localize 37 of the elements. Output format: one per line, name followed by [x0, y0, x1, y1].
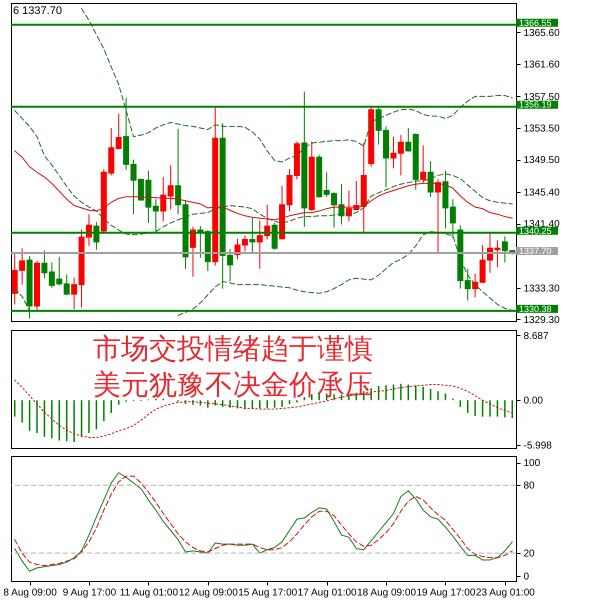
candlestick — [428, 160, 434, 198]
y-tick-label: 1333.30 — [524, 283, 560, 294]
y-tick-label: 1349.50 — [524, 155, 560, 166]
y-tick-label: 0 — [524, 571, 530, 582]
y-tick-label: 1353.50 — [524, 123, 560, 134]
line-series — [14, 150, 513, 220]
line-series — [14, 110, 513, 236]
x-tick-label: 9 Aug 17:00 — [62, 588, 117, 598]
x-tick-label: 12 Aug 09:00 — [178, 588, 238, 598]
y-tick-label: 0.00 — [524, 396, 544, 407]
candlestick — [435, 178, 442, 254]
y-tick-label: 80 — [524, 480, 536, 492]
annotation: 美元犹豫不决金价承压 — [93, 368, 373, 401]
annotation: 市场交投情绪趋于谨慎 — [93, 332, 373, 365]
x-tick-label: 15 Aug 17:00 — [238, 588, 298, 598]
ref-line-label: 1330.38 — [519, 304, 552, 314]
x-tick-label: 19 Aug 17:00 — [416, 588, 476, 598]
y-tick-label: 1345.40 — [524, 188, 560, 199]
candlestick — [190, 226, 196, 278]
y-tick-label: 20 — [524, 548, 536, 560]
y-tick-label: 1365.60 — [524, 28, 560, 39]
x-tick-label: 18 Aug 09:00 — [357, 588, 416, 598]
x-tick-label: 23 Aug 01:00 — [476, 588, 536, 598]
x-tick-label: 17 Aug 01:00 — [298, 588, 358, 598]
x-tick-label: 8 Aug 09:00 — [3, 588, 58, 598]
ref-line-label: 1366.55 — [519, 18, 552, 28]
annotation: 6 1337.70 — [13, 5, 62, 17]
y-tick-label: 8.687 — [524, 330, 549, 342]
ref-line-label: 1337.70 — [519, 246, 552, 256]
y-tick-label: 1361.60 — [524, 59, 560, 70]
ref-line-label: 1356.19 — [519, 100, 552, 110]
x-tick-label: 11 Aug 01:00 — [120, 588, 178, 598]
candlestick — [420, 144, 426, 184]
y-tick-label: 1329.30 — [524, 314, 560, 326]
y-tick-label: 100 — [524, 458, 541, 470]
line-series — [81, 8, 513, 162]
y-tick-label: -5.998 — [524, 440, 552, 452]
